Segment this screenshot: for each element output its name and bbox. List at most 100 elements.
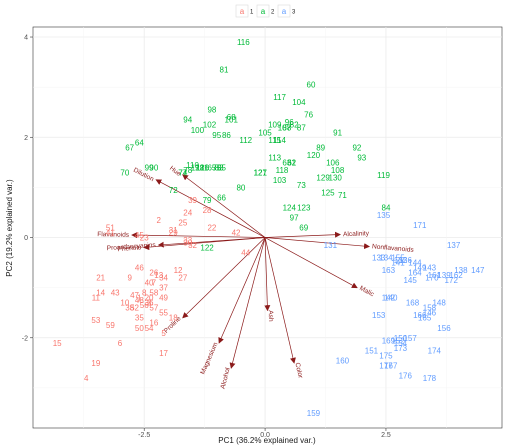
- point-label-group-1: 19: [91, 359, 100, 368]
- point-label-group-3: 168: [406, 299, 420, 308]
- point-label-group-2: 117: [273, 93, 286, 102]
- point-label-group-3: 148: [432, 299, 446, 308]
- point-label-group-2: 74: [178, 168, 187, 177]
- x-tick-label: 0.0: [260, 432, 270, 439]
- point-label-group-1: 10: [120, 299, 129, 308]
- point-label-group-2: 109: [268, 121, 282, 130]
- point-label-group-3: 132: [394, 256, 408, 265]
- point-label-group-2: 68: [227, 113, 236, 122]
- point-label-group-1: 59: [106, 321, 115, 330]
- point-label-group-2: 67: [125, 143, 134, 152]
- point-label-group-1: 46: [135, 264, 144, 273]
- point-label-group-1: 32: [188, 241, 197, 250]
- legend-glyph: a: [282, 7, 287, 16]
- point-label-group-1: 37: [159, 284, 168, 293]
- point-label-group-2: 115: [268, 136, 281, 145]
- point-label-group-1: 45: [135, 231, 144, 240]
- point-label-group-2: 73: [297, 181, 306, 190]
- loading-label: Flavanoids: [97, 231, 130, 239]
- point-label-group-2: 97: [290, 213, 299, 222]
- point-label-group-3: 157: [403, 334, 417, 343]
- point-label-group-1: 18: [169, 314, 178, 323]
- point-label-group-1: 15: [53, 339, 62, 348]
- point-label-group-2: 92: [352, 143, 361, 152]
- legend-key: [235, 4, 249, 18]
- point-label-group-1: 20: [145, 294, 154, 303]
- point-label-group-1: 52: [130, 304, 139, 313]
- point-label-group-1: 24: [183, 208, 192, 217]
- point-label-group-2: 62: [287, 158, 296, 167]
- point-label-group-2: 85: [217, 163, 226, 172]
- point-label-group-1: 41: [106, 229, 115, 238]
- point-label-group-1: 51: [106, 224, 115, 233]
- loading-label: Alcalinity: [343, 230, 370, 238]
- point-label-group-1: 40: [145, 279, 154, 288]
- point-label-group-3: 162: [449, 271, 463, 280]
- loading-arrow: [264, 237, 296, 364]
- point-label-group-1: 56: [140, 301, 149, 310]
- point-label-group-2: 60: [307, 81, 316, 90]
- legend-label: 2: [271, 10, 275, 16]
- point-label-group-1: 48: [135, 296, 144, 305]
- plot-panel: [32, 26, 503, 429]
- point-label-group-3: 139: [437, 271, 451, 280]
- point-label-group-1: 7: [152, 279, 157, 288]
- point-label-group-1: 36: [145, 299, 154, 308]
- point-label-group-3: 142: [382, 294, 396, 303]
- y-tick-label: 2: [24, 135, 28, 142]
- point-label-group-2: 88: [282, 123, 291, 132]
- legend-key: [277, 4, 291, 18]
- point-label-group-2: 118: [276, 166, 289, 175]
- point-label-group-2: 86: [222, 131, 231, 140]
- point-label-group-2: 123: [297, 203, 311, 212]
- point-label-group-3: 134: [379, 254, 393, 263]
- point-label-group-2: 70: [120, 168, 129, 177]
- loading-label: Ash: [267, 310, 274, 322]
- point-label-group-1: 21: [96, 274, 105, 283]
- point-label-group-2: 89: [316, 143, 325, 152]
- x-tick-label: 2.5: [381, 432, 391, 439]
- loading-label: Color: [293, 362, 304, 380]
- point-label-group-2: 116: [237, 38, 250, 47]
- loading-arrow: [143, 237, 266, 251]
- point-label-group-2: 84: [382, 203, 391, 212]
- point-label-group-3: 156: [437, 324, 451, 333]
- point-label-group-3: 151: [365, 346, 379, 355]
- point-label-group-2: 91: [333, 128, 342, 137]
- point-label-group-3: 169: [382, 336, 396, 345]
- point-label-group-3: 147: [471, 266, 485, 275]
- point-label-group-3: 141: [391, 259, 405, 268]
- point-label-group-1: 39: [188, 196, 197, 205]
- point-label-group-1: 58: [149, 289, 158, 298]
- point-label-group-2: 75: [212, 163, 221, 172]
- point-label-group-1: 23: [140, 234, 149, 243]
- point-label-group-2: 77: [178, 168, 187, 177]
- point-label-group-2: 76: [304, 111, 313, 120]
- point-label-group-2: 127: [254, 168, 268, 177]
- point-label-group-1: 35: [135, 314, 144, 323]
- point-label-group-3: 178: [423, 374, 437, 383]
- point-label-group-3: 164: [408, 269, 422, 278]
- point-label-group-3: 161: [428, 271, 442, 280]
- point-label-group-2: 104: [292, 98, 306, 107]
- loading-label: Phenols: [117, 244, 142, 253]
- point-label-group-3: 138: [454, 266, 468, 275]
- point-label-group-3: 166: [413, 311, 427, 320]
- point-label-group-1: 2: [156, 216, 161, 225]
- point-label-group-2: 83: [215, 163, 224, 172]
- point-label-group-2: 106: [326, 158, 340, 167]
- loading-label: Nonflavanoids: [372, 243, 415, 254]
- point-label-group-2: 65: [207, 163, 216, 172]
- point-label-group-3: 154: [394, 339, 408, 348]
- point-label-group-3: 177: [379, 361, 393, 370]
- point-label-group-1: 49: [159, 294, 168, 303]
- point-label-group-2: 64: [135, 138, 144, 147]
- point-label-group-3: 137: [447, 241, 461, 250]
- point-label-group-3: 160: [336, 356, 350, 365]
- point-label-group-2: 71: [338, 191, 347, 200]
- point-label-group-3: 144: [408, 259, 422, 268]
- point-label-group-1: 25: [178, 218, 187, 227]
- point-label-group-3: 167: [384, 361, 398, 370]
